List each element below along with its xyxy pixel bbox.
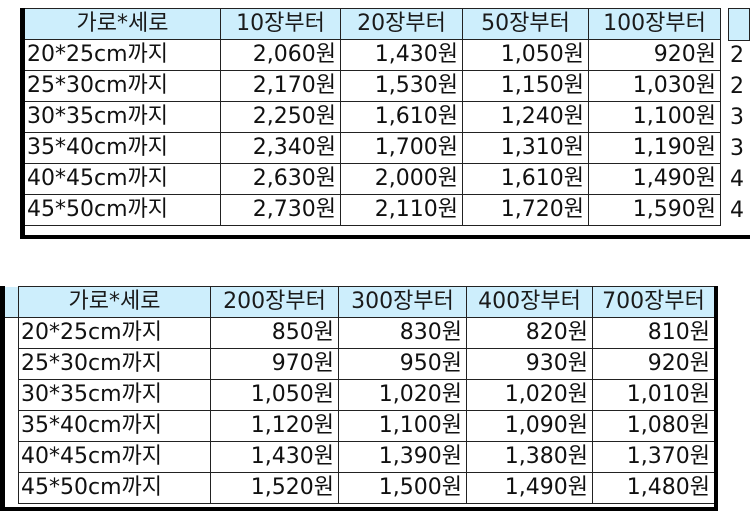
header-qty-400: 400장부터 xyxy=(466,286,593,318)
price-cell: 1,430원 xyxy=(210,441,339,473)
cut-cell: 2 xyxy=(730,74,744,99)
header-qty-300: 300장부터 xyxy=(338,286,467,318)
table-2-right-border xyxy=(714,286,718,510)
price-cell: 1,500원 xyxy=(338,472,467,504)
price-cell: 1,590원 xyxy=(588,194,721,226)
header-size: 가로*세로 xyxy=(24,8,221,40)
price-cell: 1,520원 xyxy=(210,472,339,504)
price-cell: 1,150원 xyxy=(462,70,589,102)
size-cell: 35*40cm까지 xyxy=(24,132,221,164)
price-cell: 1,100원 xyxy=(588,101,721,133)
table-row: 40*45cm까지 2,630원 2,000원 1,610원 1,490원 xyxy=(24,163,721,195)
price-cell: 1,610원 xyxy=(340,101,463,133)
header-qty-10: 10장부터 xyxy=(220,8,341,40)
header-qty-50: 50장부터 xyxy=(462,8,589,40)
price-table-1: 가로*세로 10장부터 20장부터 50장부터 100장부터 20*25cm까지… xyxy=(24,8,721,226)
header-qty-100: 100장부터 xyxy=(588,8,721,40)
size-cell: 20*25cm까지 xyxy=(18,317,211,349)
price-cell: 1,240원 xyxy=(462,101,589,133)
price-cell: 1,100원 xyxy=(338,410,467,442)
header-size: 가로*세로 xyxy=(18,286,211,318)
table-2-left-cut-border xyxy=(0,286,5,510)
cut-cell: 3 xyxy=(730,105,744,130)
price-cell: 1,380원 xyxy=(466,441,593,473)
price-cell: 1,720원 xyxy=(462,194,589,226)
cut-cell: 3 xyxy=(730,136,744,161)
table-2-bottom-border xyxy=(0,507,718,511)
price-cell: 1,090원 xyxy=(466,410,593,442)
price-cell: 820원 xyxy=(466,317,593,349)
price-cell: 1,120원 xyxy=(210,410,339,442)
price-cell: 1,390원 xyxy=(338,441,467,473)
table-row: 30*35cm까지 2,250원 1,610원 1,240원 1,100원 xyxy=(24,101,721,133)
header-qty-200: 200장부터 xyxy=(210,286,339,318)
size-cell: 25*30cm까지 xyxy=(18,348,211,380)
price-cell: 1,030원 xyxy=(588,70,721,102)
price-cell: 1,480원 xyxy=(592,472,715,504)
price-cell: 1,310원 xyxy=(462,132,589,164)
table-row: 40*45cm까지 1,430원 1,390원 1,380원 1,370원 xyxy=(18,441,715,473)
price-cell: 2,060원 xyxy=(220,39,341,71)
size-cell: 45*50cm까지 xyxy=(18,472,211,504)
cut-off-column: 2 2 3 3 4 4 xyxy=(728,8,750,227)
price-cell: 1,050원 xyxy=(210,379,339,411)
table-row: 45*50cm까지 2,730원 2,110원 1,720원 1,590원 xyxy=(24,194,721,226)
cut-cell: 4 xyxy=(730,167,744,192)
price-cell: 930원 xyxy=(466,348,593,380)
price-cell: 920원 xyxy=(588,39,721,71)
price-cell: 2,170원 xyxy=(220,70,341,102)
price-cell: 850원 xyxy=(210,317,339,349)
table-2-header-cut-strip xyxy=(5,287,18,318)
price-cell: 1,020원 xyxy=(338,379,467,411)
table-row: 25*30cm까지 2,170원 1,530원 1,150원 1,030원 xyxy=(24,70,721,102)
cut-cell: 4 xyxy=(730,198,744,223)
cut-cell: 2 xyxy=(730,43,744,68)
size-cell: 45*50cm까지 xyxy=(24,194,221,226)
price-cell: 2,730원 xyxy=(220,194,341,226)
price-cell: 950원 xyxy=(338,348,467,380)
size-cell: 30*35cm까지 xyxy=(18,379,211,411)
price-cell: 1,020원 xyxy=(466,379,593,411)
price-cell: 1,530원 xyxy=(340,70,463,102)
price-cell: 920원 xyxy=(592,348,715,380)
table-header-row: 가로*세로 200장부터 300장부터 400장부터 700장부터 xyxy=(18,286,715,318)
table-row: 35*40cm까지 1,120원 1,100원 1,090원 1,080원 xyxy=(18,410,715,442)
size-cell: 35*40cm까지 xyxy=(18,410,211,442)
table-row: 35*40cm까지 2,340원 1,700원 1,310원 1,190원 xyxy=(24,132,721,164)
price-cell: 1,010원 xyxy=(592,379,715,411)
price-table-2: 가로*세로 200장부터 300장부터 400장부터 700장부터 20*25c… xyxy=(18,286,715,504)
price-cell: 810원 xyxy=(592,317,715,349)
price-cell: 1,490원 xyxy=(466,472,593,504)
header-qty-20: 20장부터 xyxy=(340,8,463,40)
price-cell: 1,430원 xyxy=(340,39,463,71)
size-cell: 40*45cm까지 xyxy=(18,441,211,473)
price-cell: 1,610원 xyxy=(462,163,589,195)
table-row: 20*25cm까지 850원 830원 820원 810원 xyxy=(18,317,715,349)
price-cell: 830원 xyxy=(338,317,467,349)
price-cell: 1,490원 xyxy=(588,163,721,195)
price-cell: 1,190원 xyxy=(588,132,721,164)
table-row: 45*50cm까지 1,520원 1,500원 1,490원 1,480원 xyxy=(18,472,715,504)
price-cell: 1,700원 xyxy=(340,132,463,164)
size-cell: 40*45cm까지 xyxy=(24,163,221,195)
size-cell: 25*30cm까지 xyxy=(24,70,221,102)
price-cell: 2,630원 xyxy=(220,163,341,195)
price-cell: 970원 xyxy=(210,348,339,380)
table-row: 25*30cm까지 970원 950원 930원 920원 xyxy=(18,348,715,380)
table-row: 30*35cm까지 1,050원 1,020원 1,020원 1,010원 xyxy=(18,379,715,411)
table-1-left-border xyxy=(20,8,25,237)
price-cell: 2,110원 xyxy=(340,194,463,226)
price-cell: 2,340원 xyxy=(220,132,341,164)
price-cell: 1,370원 xyxy=(592,441,715,473)
price-cell: 2,250원 xyxy=(220,101,341,133)
price-cell: 1,080원 xyxy=(592,410,715,442)
price-cell: 2,000원 xyxy=(340,163,463,195)
table-row: 20*25cm까지 2,060원 1,430원 1,050원 920원 xyxy=(24,39,721,71)
size-cell: 20*25cm까지 xyxy=(24,39,221,71)
size-cell: 30*35cm까지 xyxy=(24,101,221,133)
header-qty-700: 700장부터 xyxy=(592,286,715,318)
table-1-bottom-border xyxy=(20,235,750,239)
price-cell: 1,050원 xyxy=(462,39,589,71)
table-header-row: 가로*세로 10장부터 20장부터 50장부터 100장부터 xyxy=(24,8,721,40)
